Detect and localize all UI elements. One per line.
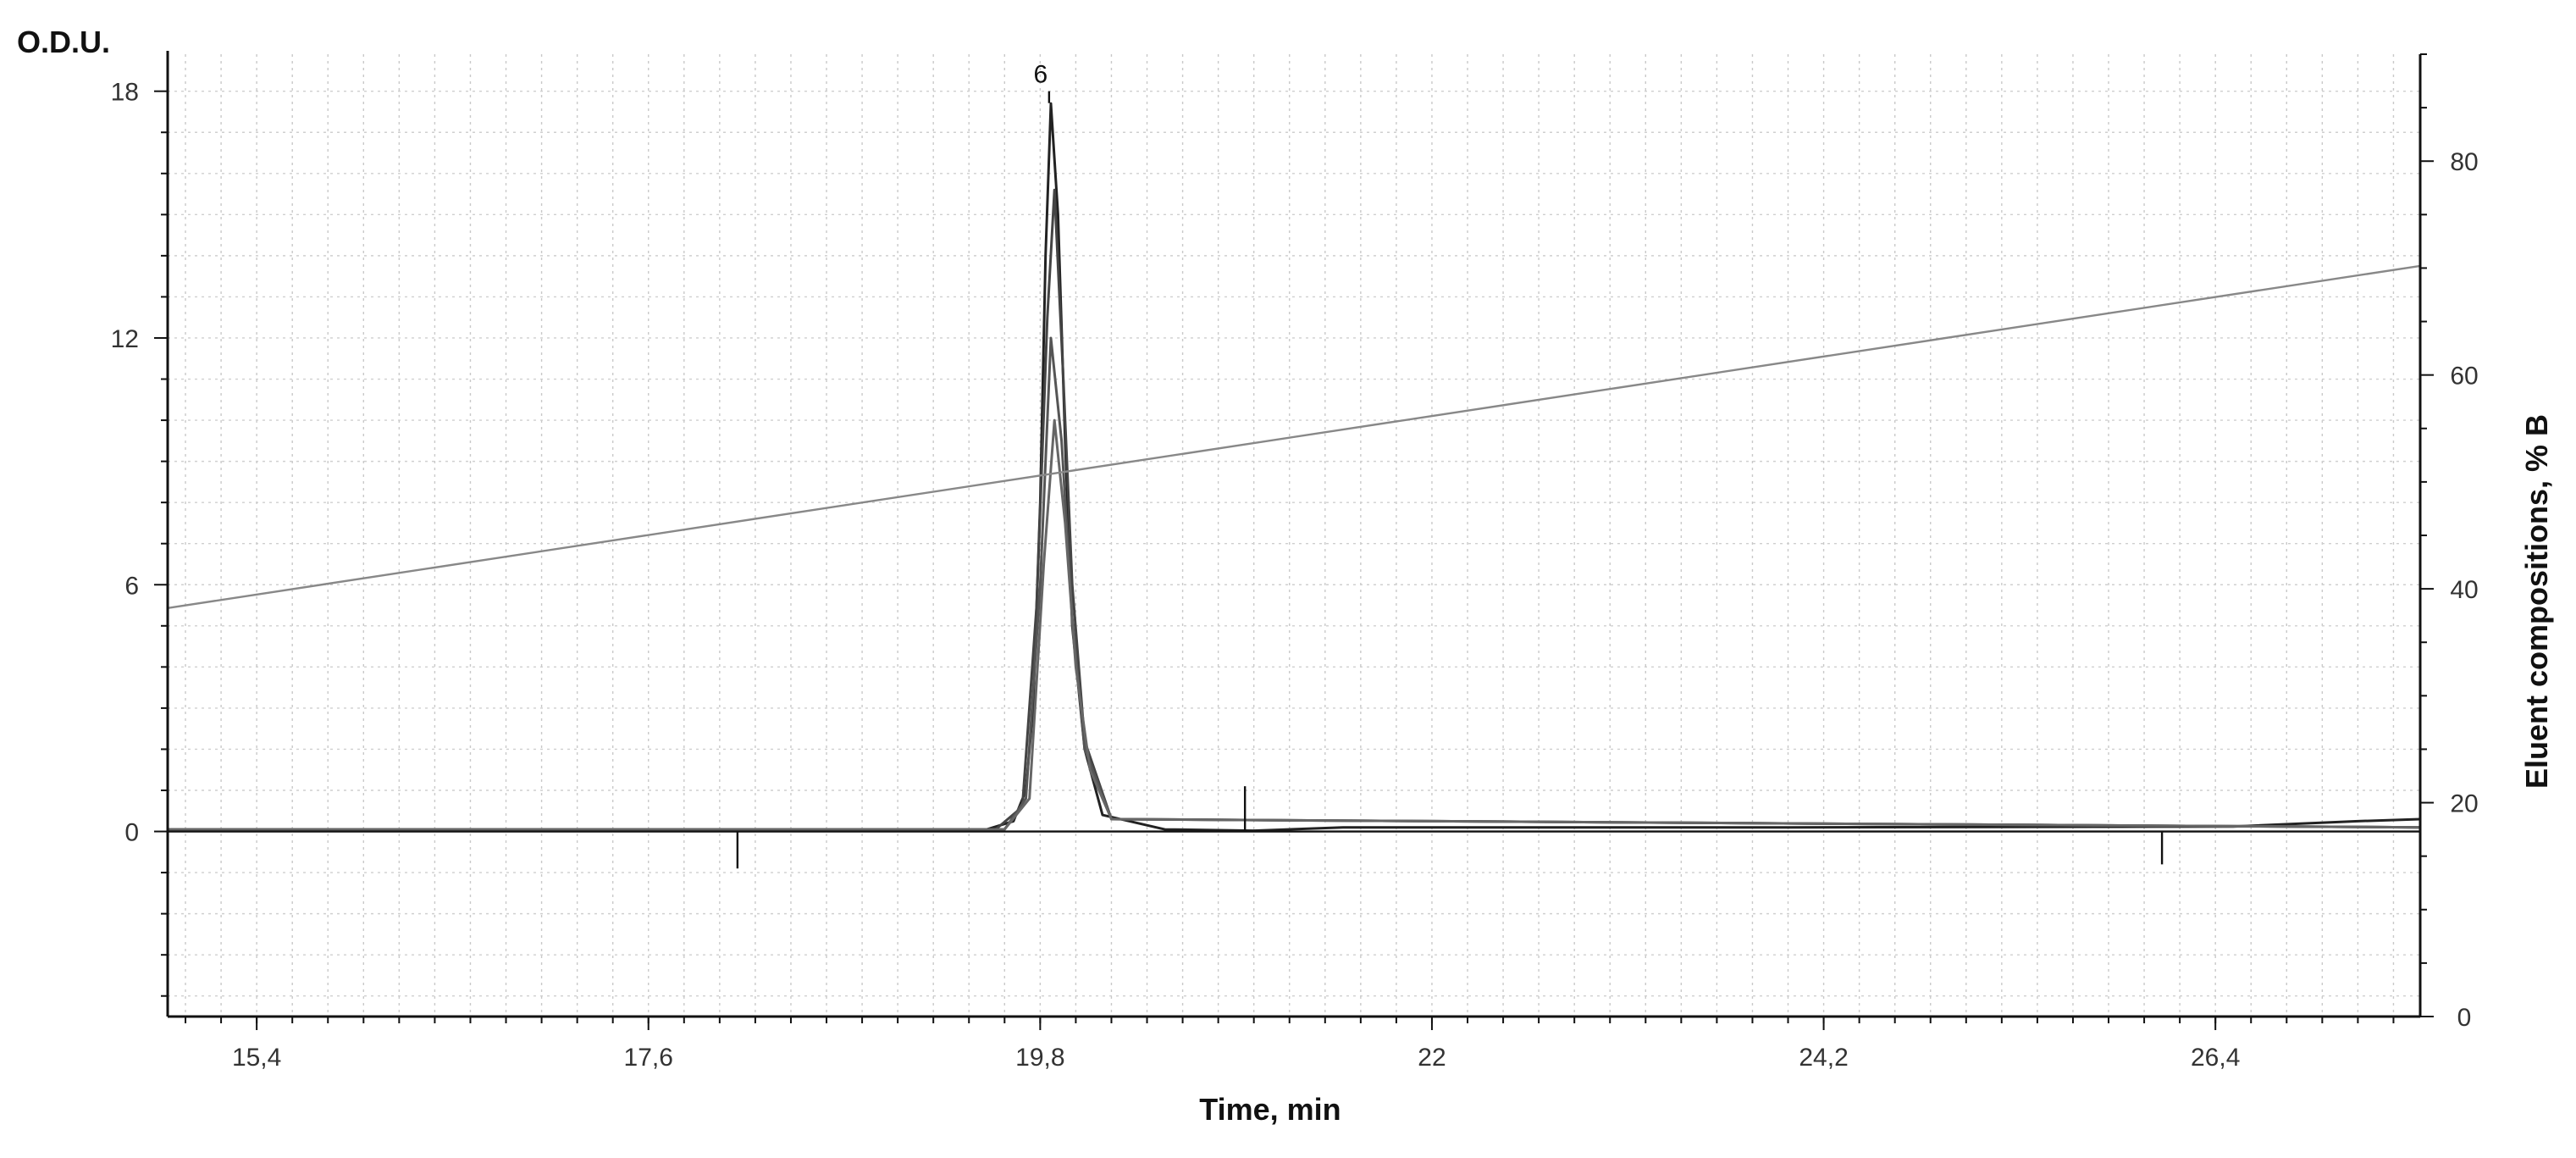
y-right-tick-label: 80 — [2450, 148, 2478, 176]
y-right-tick-label: 20 — [2450, 790, 2478, 818]
y-right-tick-label: 40 — [2450, 576, 2478, 604]
x-axis-title: Time, min — [1199, 1092, 1341, 1127]
axes: 0 6 12 18 0 20 40 60 80 15,4 17,6 19,8 22 24,2 26,4 — [111, 51, 2479, 1072]
x-tick-label: 24,2 — [1799, 1044, 1848, 1072]
y-left-tick-label: 12 — [111, 325, 139, 353]
y-left-tick-label: 18 — [111, 79, 139, 107]
x-tick-label: 15,4 — [232, 1044, 281, 1072]
y-right-tick-label: 60 — [2450, 363, 2478, 391]
y-unit-label: O.D.U. — [17, 25, 110, 59]
chromatogram-trace-3 — [168, 336, 2421, 831]
grid — [168, 54, 2420, 1017]
eluent-gradient-line — [167, 264, 2421, 609]
x-tick-label: 26,4 — [2191, 1044, 2240, 1072]
y-right-tick-label: 0 — [2457, 1004, 2472, 1032]
y-left-tick-label: 0 — [124, 819, 139, 847]
plot-area: 6 — [167, 61, 2421, 869]
y-left-tick-label: 6 — [124, 572, 139, 600]
peak-label: 6 — [1034, 61, 1048, 89]
x-tick-label: 22 — [1418, 1044, 1446, 1072]
x-tick-label: 17,6 — [624, 1044, 673, 1072]
right-axis-title: Eluent compositions, % B — [2519, 414, 2554, 789]
x-tick-label: 19,8 — [1015, 1044, 1064, 1072]
